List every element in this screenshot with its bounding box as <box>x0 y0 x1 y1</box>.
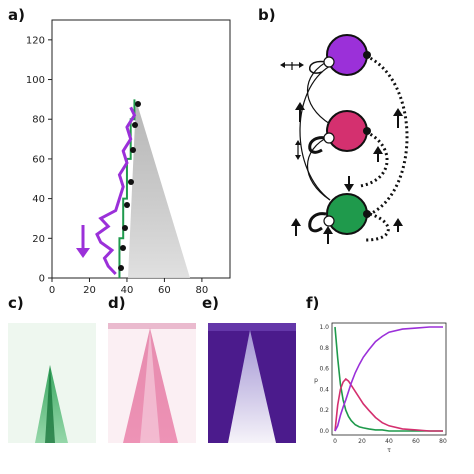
x-tick-label: 60 <box>412 438 420 445</box>
feedback-arc-top <box>365 54 409 216</box>
panel-f-xlabel: τ <box>387 447 391 454</box>
input-port-magenta <box>323 132 335 144</box>
up-arrowhead-icon <box>295 140 301 145</box>
panel-label-f: f) <box>306 294 319 312</box>
link-green-to-magenta <box>306 135 331 201</box>
panel-a-grey-cone <box>128 100 190 278</box>
trajectory-marker <box>122 225 128 231</box>
link-green-to-purple <box>299 65 331 201</box>
x-tick-label: 40 <box>121 285 134 296</box>
panel-b-arrows <box>280 62 403 244</box>
up-arrowhead-icon <box>393 218 403 226</box>
output-port-magenta <box>363 127 371 135</box>
panel-f-y-ticks: 0.0 0.2 0.4 0.6 0.8 1.0 <box>319 324 329 435</box>
down-arrowhead-icon <box>295 155 301 160</box>
node-green <box>326 193 368 235</box>
panel-d-heatmap <box>108 323 196 443</box>
panel-label-a: a) <box>8 6 25 24</box>
trajectory-marker <box>120 245 126 251</box>
panel-d-top-band <box>108 323 196 329</box>
panel-c-core <box>45 365 55 443</box>
panel-label-b: b) <box>258 6 276 24</box>
down-arrow-icon <box>76 225 90 258</box>
up-arrowhead-icon <box>373 146 383 154</box>
panel-a-lines <box>95 99 137 278</box>
y-tick-label: 0.2 <box>319 407 329 414</box>
panel-f-plot: 0 20 40 60 80 0.0 0.2 0.4 0.6 0.8 1.0 τ p <box>314 322 447 454</box>
x-tick-label: 20 <box>358 438 366 445</box>
panel-b-network-diagram <box>280 34 409 244</box>
y-tick-label: 0 <box>39 274 45 285</box>
x-tick-label: 80 <box>439 438 447 445</box>
self-loop-purple <box>309 60 327 74</box>
panel-a-series-1 <box>95 106 137 276</box>
trajectory-marker <box>128 179 134 185</box>
bidirectional-arrow-icon <box>282 62 302 70</box>
input-port-purple <box>323 56 335 68</box>
node-magenta <box>326 110 368 152</box>
panel-label-c: c) <box>8 294 24 312</box>
y-tick-label: 1.0 <box>319 324 329 331</box>
x-tick-label: 0 <box>49 285 55 296</box>
panel-f-ylabel: p <box>314 377 318 384</box>
panel-f-frame <box>331 322 447 436</box>
x-tick-label: 20 <box>83 285 96 296</box>
trajectory-marker <box>130 147 136 153</box>
panel-a-plot: 0 20 40 60 80 0 20 40 60 80 100 120 <box>26 19 231 296</box>
panel-label-d: d) <box>108 294 126 312</box>
output-port-green <box>363 210 371 218</box>
panel-a-markers <box>118 101 141 271</box>
trajectory-marker <box>124 202 130 208</box>
panel-a-x-ticks: 0 20 40 60 80 <box>49 278 208 296</box>
left-arrowhead-icon <box>280 62 285 68</box>
up-arrowhead-icon <box>393 108 403 116</box>
x-tick-label: 40 <box>385 438 393 445</box>
self-loop-green <box>308 212 327 233</box>
panel-a-y-ticks: 0 20 40 60 80 100 120 <box>26 35 52 285</box>
up-arrowhead-icon <box>295 102 305 110</box>
y-tick-label: 20 <box>32 234 45 245</box>
panel-f-series-0 <box>334 326 443 432</box>
down-arrowhead-icon <box>344 184 354 192</box>
y-tick-label: 100 <box>26 75 45 86</box>
panel-d-inner <box>140 330 160 443</box>
panel-e-heatmap <box>208 323 296 443</box>
input-port-green <box>323 215 335 227</box>
y-tick-label: 80 <box>32 115 45 126</box>
trajectory-marker <box>118 265 124 271</box>
link-magenta-to-purple <box>306 59 331 125</box>
panel-label-e: e) <box>202 294 219 312</box>
panel-e-cone <box>228 330 276 443</box>
node-purple <box>326 34 368 76</box>
x-tick-label: 60 <box>158 285 171 296</box>
trajectory-marker <box>132 122 138 128</box>
output-port-purple <box>363 51 371 59</box>
y-tick-label: 60 <box>32 154 45 165</box>
panel-f-series-2 <box>334 326 443 432</box>
panel-f-series-1 <box>334 377 443 432</box>
right-arrowhead-icon <box>299 62 304 68</box>
panel-e-top-band <box>208 323 296 331</box>
x-tick-label: 80 <box>196 285 209 296</box>
panel-c-heatmap <box>8 323 96 443</box>
feedback-arc-bottom <box>365 212 390 242</box>
up-arrowhead-icon <box>323 226 333 234</box>
y-tick-label: 120 <box>26 35 45 46</box>
self-loop-magenta <box>308 136 327 154</box>
y-tick-label: 40 <box>32 194 45 205</box>
y-tick-label: 0.0 <box>319 428 329 435</box>
panel-f-x-ticks: 0 20 40 60 80 <box>333 438 447 445</box>
x-tick-label: 0 <box>333 438 337 445</box>
y-tick-label: 0.6 <box>319 366 329 373</box>
y-tick-label: 0.8 <box>319 345 329 352</box>
panel-f-lines <box>334 326 443 432</box>
y-tick-label: 0.4 <box>319 386 329 393</box>
trajectory-marker <box>135 101 141 107</box>
up-arrowhead-icon <box>291 218 301 226</box>
